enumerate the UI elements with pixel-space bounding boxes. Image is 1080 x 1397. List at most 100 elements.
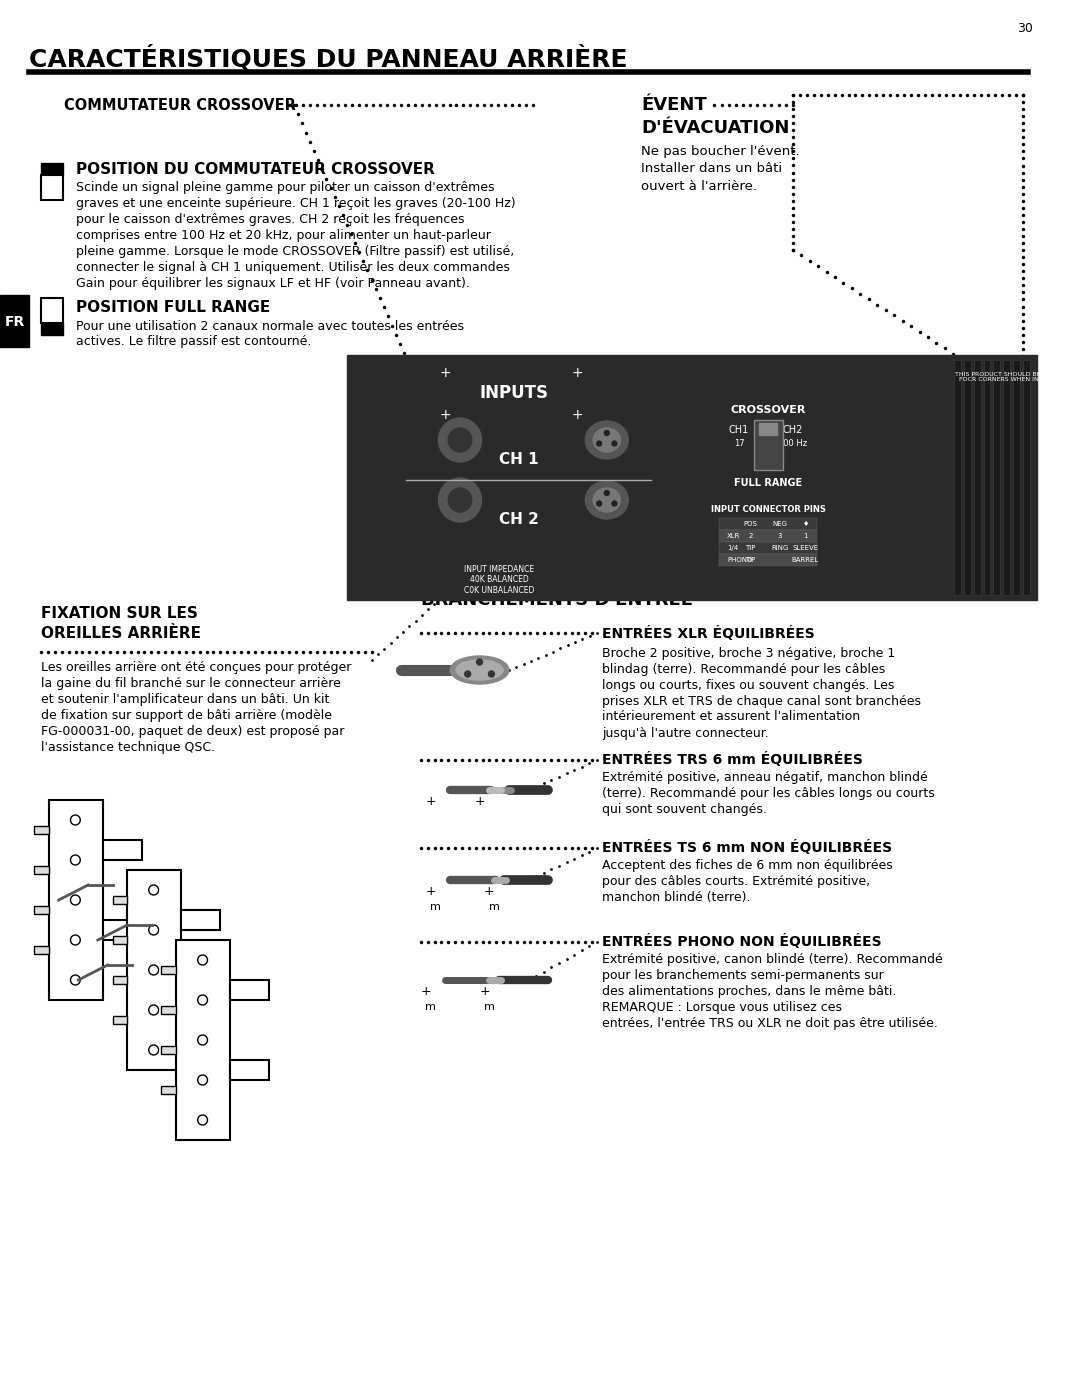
Text: qui sont souvent changés.: qui sont souvent changés. [602,803,767,816]
Bar [41,175,63,200]
Text: POSITION FULL RANGE: POSITION FULL RANGE [77,299,271,314]
Circle shape [198,956,207,965]
Text: 1/4: 1/4 [727,545,739,550]
Text: PHONO: PHONO [727,557,753,563]
Text: m: m [430,902,441,912]
Text: actives. Le filtre passif est contourné.: actives. Le filtre passif est contourné. [77,335,312,348]
Text: CH 1: CH 1 [499,453,539,468]
Text: Pour une utilisation 2 canaux normale avec toutes les entrées: Pour une utilisation 2 canaux normale av… [77,320,464,332]
Text: FIXATION SUR LES: FIXATION SUR LES [41,606,198,622]
Text: TIP: TIP [745,545,756,550]
Text: Acceptent des fiches de 6 mm non équilibrées: Acceptent des fiches de 6 mm non équilib… [602,859,893,873]
Text: la gaine du fil branché sur le connecteur arrière: la gaine du fil branché sur le connecteu… [41,678,341,690]
Text: Scinde un signal pleine gamme pour piloter un caisson d'extrêmes: Scinde un signal pleine gamme pour pilot… [77,182,495,194]
Circle shape [70,895,80,905]
Text: 30: 30 [1016,21,1032,35]
Ellipse shape [450,657,509,685]
Text: entrées, l'entrée TRS ou XLR ne doit pas être utilisée.: entrées, l'entrée TRS ou XLR ne doit pas… [602,1017,937,1031]
Text: Les oreilles arrière ont été conçues pour protéger: Les oreilles arrière ont été conçues pou… [41,662,351,675]
Circle shape [488,671,495,678]
Ellipse shape [593,427,621,453]
Text: ENTRÉES TRS 6 mm ÉQUILIBRÉES: ENTRÉES TRS 6 mm ÉQUILIBRÉES [602,753,863,767]
Circle shape [612,441,617,446]
Text: +: + [480,985,489,997]
Bar [35,946,49,954]
Bar [181,909,220,930]
Text: POSITION DU COMMUTATEUR CROSSOVER: POSITION DU COMMUTATEUR CROSSOVER [77,162,435,177]
Circle shape [438,418,482,462]
Text: longs ou courts, fixes ou souvent changés. Les: longs ou courts, fixes ou souvent changé… [602,679,894,692]
Text: ENTRÉES PHONO NON ÉQUILIBRÉES: ENTRÉES PHONO NON ÉQUILIBRÉES [602,935,881,950]
Text: pour des câbles courts. Extrémité positive,: pour des câbles courts. Extrémité positi… [602,876,870,888]
Bar [964,360,971,595]
Bar [112,1016,127,1024]
Circle shape [198,1076,207,1085]
Text: 100 Hz: 100 Hz [779,439,808,447]
Bar [348,355,1038,599]
Text: POS: POS [744,521,757,527]
Text: de fixation sur support de bâti arrière (modèle: de fixation sur support de bâti arrière … [41,710,333,722]
Text: 2: 2 [748,534,753,539]
Bar [127,870,181,1070]
Text: INPUT IMPEDANCE
40K BALANCED
C0K UNBALANCED: INPUT IMPEDANCE 40K BALANCED C0K UNBALAN… [464,566,535,595]
Bar [162,1046,176,1053]
Text: REMARQUE : Lorsque vous utilisez ces: REMARQUE : Lorsque vous utilisez ces [602,1002,842,1014]
Text: m: m [489,902,500,912]
Bar [162,965,176,974]
Circle shape [612,502,617,506]
Text: 17: 17 [733,439,744,447]
Text: FG-000031-00, paquet de deux) est proposé par: FG-000031-00, paquet de deux) est propos… [41,725,345,739]
Bar [754,420,783,469]
Bar [0,295,29,346]
Text: blindag (terre). Recommandé pour les câbles: blindag (terre). Recommandé pour les câb… [602,662,886,676]
Text: l'assistance technique QSC.: l'assistance technique QSC. [41,742,215,754]
Bar [974,360,981,595]
Text: Installer dans un bâti: Installer dans un bâti [642,162,782,176]
Text: COMMUTATEUR CROSSOVER: COMMUTATEUR CROSSOVER [64,98,296,113]
Circle shape [476,659,483,665]
Text: BARREL: BARREL [792,557,819,563]
Bar [181,990,220,1010]
Text: pour le caisson d'extrêmes graves. CH 2 reçoit les fréquences: pour le caisson d'extrêmes graves. CH 2 … [77,214,464,226]
Text: ENTRÉES TS 6 mm NON ÉQUILIBRÉES: ENTRÉES TS 6 mm NON ÉQUILIBRÉES [602,841,892,855]
Text: INPUTS: INPUTS [480,384,549,402]
Text: +: + [571,408,583,422]
Bar [103,921,141,940]
Text: Broche 2 positive, broche 3 négative, broche 1: Broche 2 positive, broche 3 négative, br… [602,647,895,659]
Bar [41,323,63,335]
Text: CARACTÉRISTIQUES DU PANNEAU ARRIÈRE: CARACTÉRISTIQUES DU PANNEAU ARRIÈRE [29,45,627,71]
Text: TIP: TIP [745,557,756,563]
Bar [35,826,49,834]
Text: +: + [484,886,495,898]
Bar [994,360,1000,595]
Bar [719,518,818,529]
Text: 3: 3 [778,534,782,539]
Text: CH1: CH1 [729,425,750,434]
Text: +: + [474,795,485,807]
Bar [984,360,990,595]
Text: INPUT CONNECTOR PINS: INPUT CONNECTOR PINS [711,506,826,514]
Text: Extrémité positive, anneau négatif, manchon blindé: Extrémité positive, anneau négatif, manc… [602,771,928,785]
Ellipse shape [593,488,621,511]
Circle shape [597,441,602,446]
Bar [719,529,818,542]
Bar [955,360,961,595]
Bar [1003,360,1010,595]
Text: prises XLR et TRS de chaque canal sont branchées: prises XLR et TRS de chaque canal sont b… [602,694,921,707]
Text: FR: FR [4,314,25,330]
Circle shape [198,1035,207,1045]
Text: manchon blindé (terre).: manchon blindé (terre). [602,891,751,904]
Text: des alimentations proches, dans le même bâti.: des alimentations proches, dans le même … [602,985,896,999]
Text: +: + [440,408,451,422]
Bar [112,936,127,944]
Bar [719,555,818,566]
Text: comprises entre 100 Hz et 20 kHz, pour alimenter un haut-parleur: comprises entre 100 Hz et 20 kHz, pour a… [77,229,491,243]
Text: m: m [484,1002,495,1011]
Circle shape [70,975,80,985]
Text: intérieurement et assurent l'alimentation: intérieurement et assurent l'alimentatio… [602,711,860,724]
Bar [230,981,269,1000]
Text: RING: RING [771,545,788,550]
Bar [103,840,141,861]
Text: m: m [426,1002,436,1011]
Bar [759,423,778,434]
